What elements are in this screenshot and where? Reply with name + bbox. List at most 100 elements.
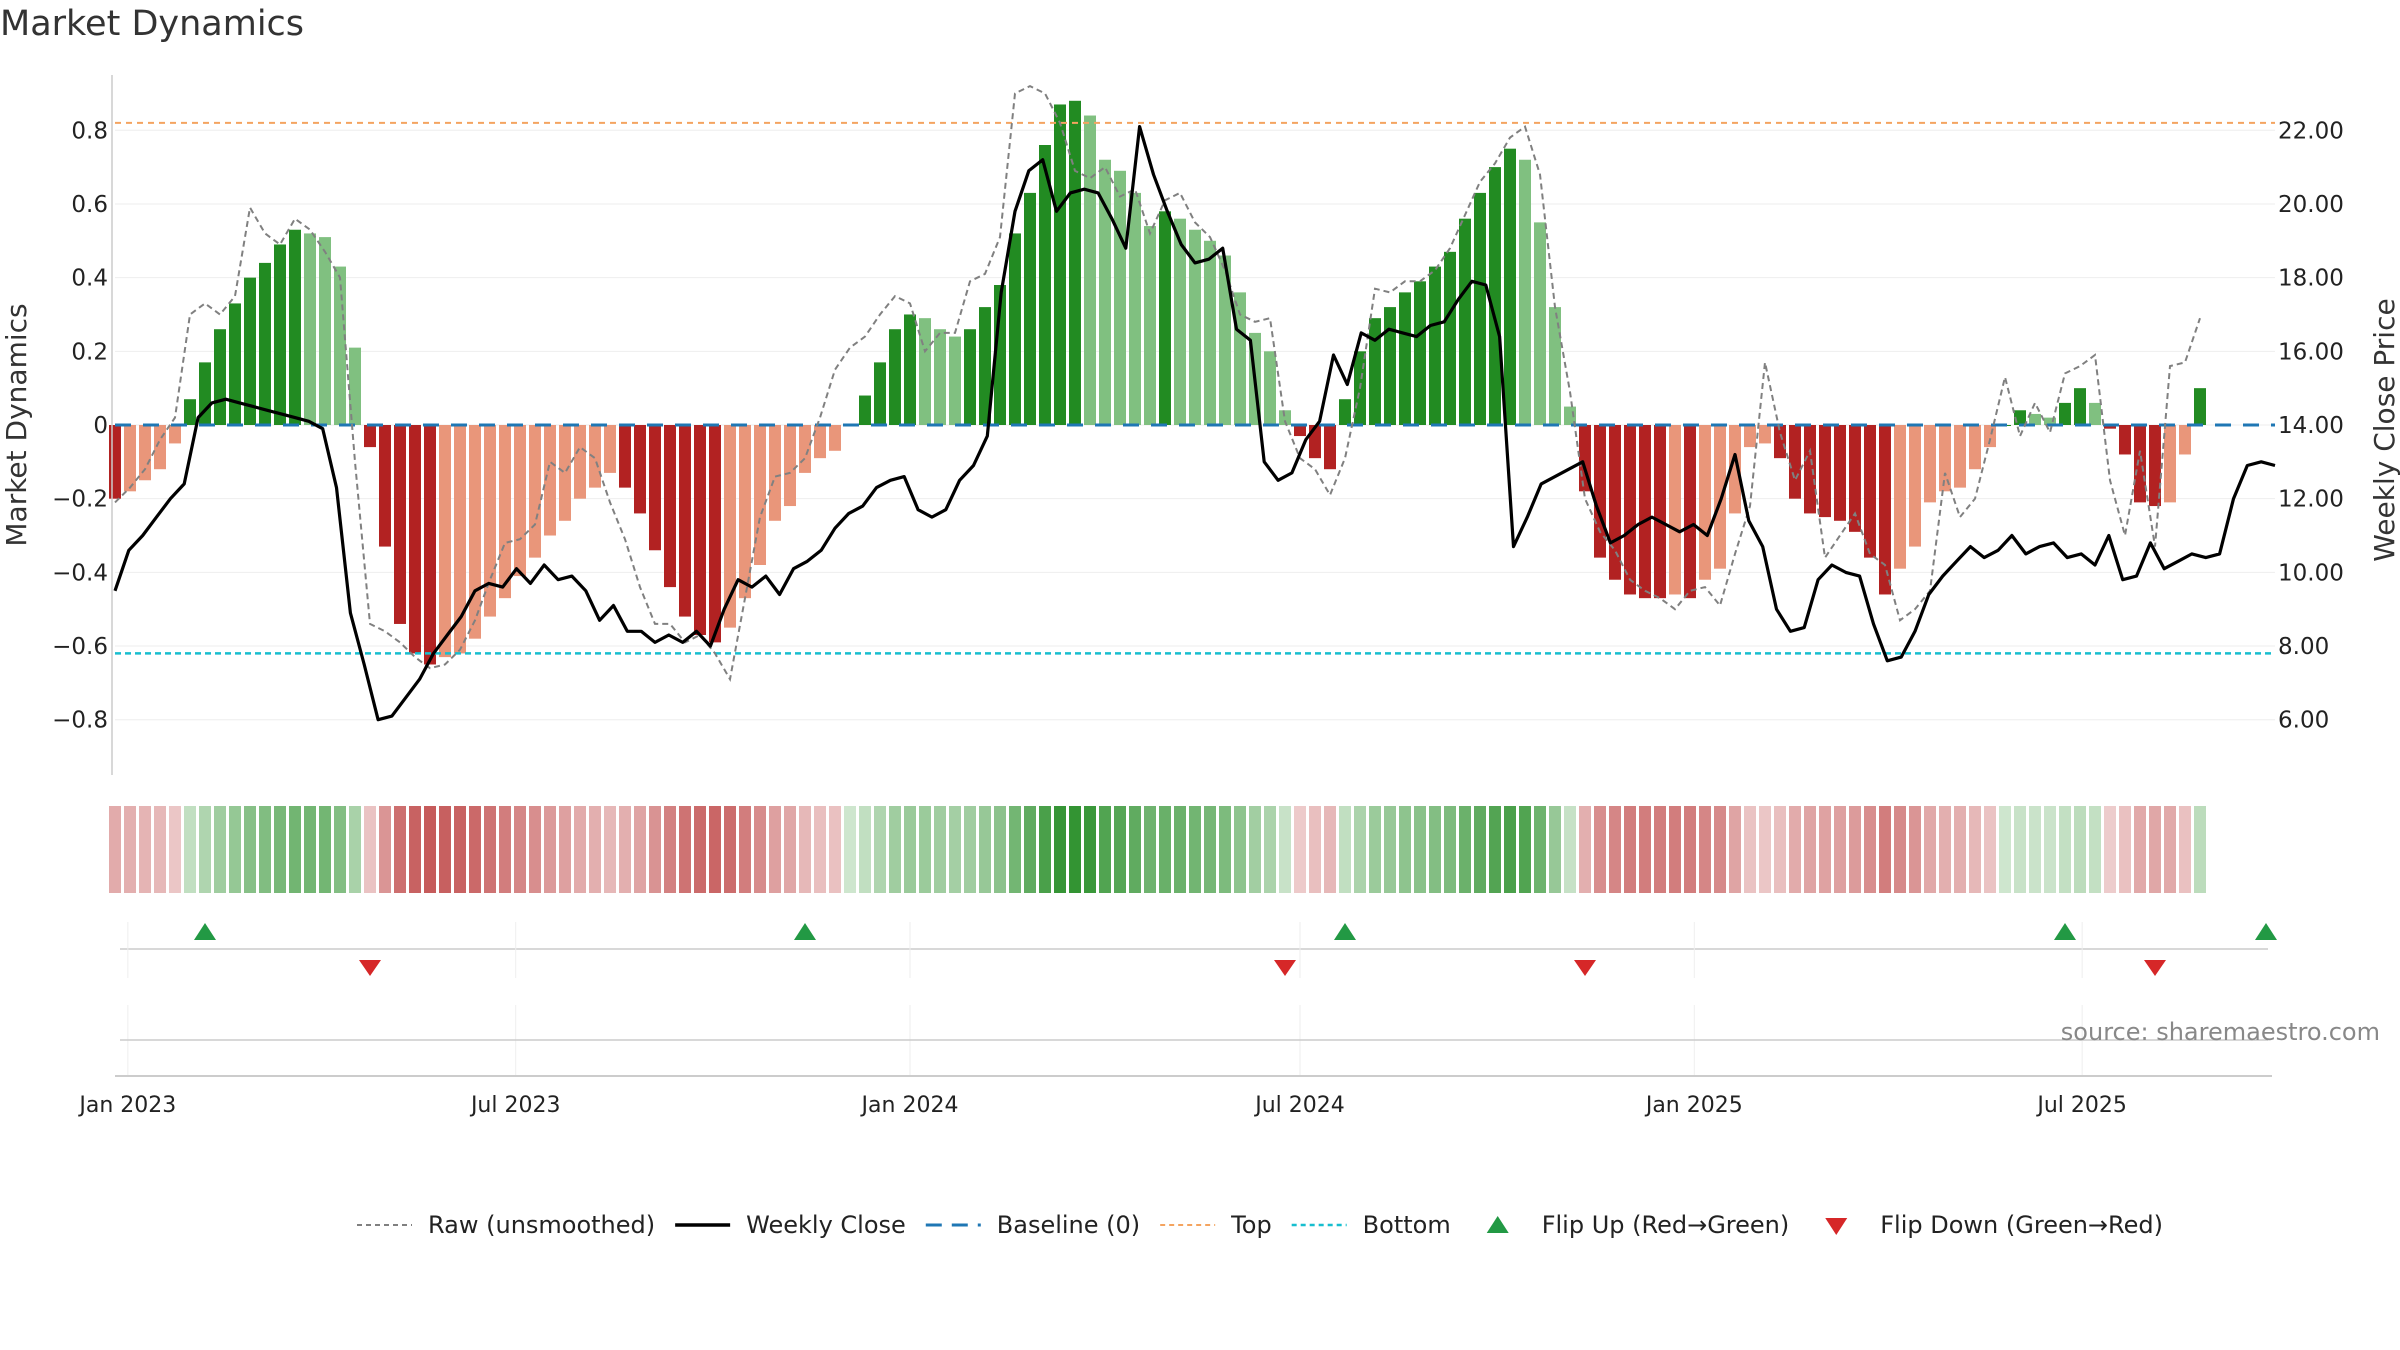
- regime-cell: [1984, 806, 1996, 893]
- regime-cell: [739, 806, 751, 893]
- oscillator-bar: [2059, 402, 2071, 425]
- regime-cell: [2119, 806, 2131, 893]
- regime-cell: [259, 806, 271, 893]
- oscillator-bar: [589, 425, 601, 488]
- oscillator-bar: [1039, 145, 1051, 425]
- regime-cell: [439, 806, 451, 893]
- right-tick-label: 12.00: [2278, 487, 2344, 513]
- regime-cell: [844, 806, 856, 893]
- oscillator-bar: [949, 336, 961, 425]
- left-tick-label: 0.2: [71, 339, 108, 365]
- regime-cell: [1369, 806, 1381, 893]
- oscillator-bar: [334, 266, 346, 425]
- oscillator-bar: [2119, 425, 2131, 455]
- regime-cell: [409, 806, 421, 893]
- regime-cell: [1864, 806, 1876, 893]
- oscillator-bar: [1654, 425, 1666, 599]
- oscillator-bar: [664, 425, 676, 588]
- regime-cell: [724, 806, 736, 893]
- regime-strip: [109, 806, 2206, 893]
- oscillator-bar: [1639, 425, 1651, 599]
- oscillator-bar: [184, 399, 196, 425]
- source-credit: source: sharemaestro.com: [2061, 1018, 2380, 1046]
- regime-cell: [2134, 806, 2146, 893]
- regime-cell: [814, 806, 826, 893]
- regime-cell: [1339, 806, 1351, 893]
- oscillator-bar: [979, 307, 991, 425]
- oscillator-bar: [1939, 425, 1951, 492]
- flip-down-marker: [1274, 960, 1296, 976]
- regime-cell: [1264, 806, 1276, 893]
- oscillator-bar: [1114, 170, 1126, 425]
- oscillator-bar: [694, 425, 706, 635]
- regime-cell: [1579, 806, 1591, 893]
- regime-cell: [694, 806, 706, 893]
- oscillator-bar: [679, 425, 691, 617]
- oscillator-bar: [1399, 292, 1411, 425]
- legend-item: Weekly Close: [675, 1211, 906, 1239]
- weekly-close-series: [113, 124, 2276, 722]
- oscillator-bar: [1849, 425, 1861, 532]
- left-tick-label: 0.8: [71, 118, 108, 144]
- regime-cell: [1159, 806, 1171, 893]
- oscillator-bar: [1444, 251, 1456, 425]
- regime-cell: [934, 806, 946, 893]
- oscillator-bar: [1729, 425, 1741, 514]
- legend-swatch: [1825, 1218, 1848, 1235]
- regime-cell: [319, 806, 331, 893]
- regime-cell: [184, 806, 196, 893]
- weekly-close-line: [113, 124, 2276, 722]
- oscillator-bar: [1759, 425, 1771, 444]
- regime-cell: [634, 806, 646, 893]
- regime-cell: [1324, 806, 1336, 893]
- right-axis-label: Weekly Close Price: [2368, 298, 2400, 561]
- regime-cell: [559, 806, 571, 893]
- oscillator-bar: [1474, 192, 1486, 425]
- right-tick-label: 6.00: [2278, 708, 2329, 734]
- regime-cell: [394, 806, 406, 893]
- oscillator-bar: [1954, 425, 1966, 488]
- oscillator-bar: [2044, 417, 2056, 425]
- regime-cell: [904, 806, 916, 893]
- oscillator-bar: [1219, 255, 1231, 425]
- oscillator-bar: [439, 425, 451, 658]
- oscillator-bar: [1009, 233, 1021, 425]
- raw-series: [114, 84, 2201, 683]
- raw-line: [114, 84, 2201, 683]
- regime-cell: [1924, 806, 1936, 893]
- oscillator-bar: [1384, 307, 1396, 425]
- oscillator-bar: [1534, 222, 1546, 425]
- regime-cell: [154, 806, 166, 893]
- regime-cell: [1759, 806, 1771, 893]
- oscillator-bar: [1084, 115, 1096, 426]
- right-tick-label: 10.00: [2278, 560, 2344, 586]
- oscillator-bar: [1669, 425, 1681, 595]
- regime-cell: [1294, 806, 1306, 893]
- regime-cell: [1819, 806, 1831, 893]
- flip-up-marker: [794, 923, 816, 940]
- regime-cell: [1174, 806, 1186, 893]
- legend: Raw (unsmoothed) Weekly Close Baseline (0)…: [357, 1211, 2163, 1239]
- oscillator-bar: [1564, 406, 1576, 425]
- regime-cell: [1099, 806, 1111, 893]
- regime-cell: [169, 806, 181, 893]
- regime-cell: [2149, 806, 2161, 893]
- right-tick-label: 18.00: [2278, 266, 2344, 292]
- oscillator-bar: [709, 425, 721, 643]
- oscillator-bar: [964, 329, 976, 425]
- regime-cell: [574, 806, 586, 893]
- regime-cell: [1414, 806, 1426, 893]
- legend-label: Flip Up (Red→Green): [1542, 1211, 1790, 1239]
- regime-cell: [1399, 806, 1411, 893]
- flip-markers-panel: [120, 922, 2277, 978]
- oscillator-bar: [229, 303, 241, 425]
- oscillator-bar: [1969, 425, 1981, 470]
- regime-cell: [1909, 806, 1921, 893]
- oscillator-bar: [649, 425, 661, 551]
- regime-cell: [109, 806, 121, 893]
- regime-cell: [274, 806, 286, 893]
- oscillator-bar: [559, 425, 571, 521]
- legend-label: Top: [1230, 1211, 1272, 1239]
- left-tick-label: 0.6: [71, 192, 108, 218]
- regime-cell: [304, 806, 316, 893]
